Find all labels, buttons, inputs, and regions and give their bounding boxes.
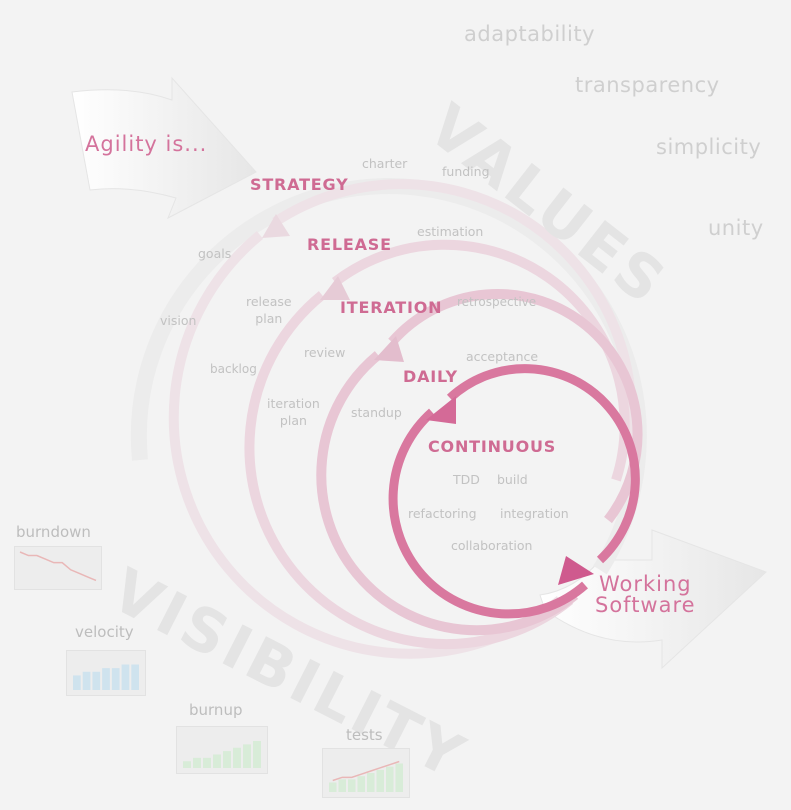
spark-bar [183, 761, 191, 768]
outcome-line1: Working [598, 572, 692, 596]
phase-iteration: ITERATION [340, 298, 443, 317]
metric-burnup-label: burnup [189, 701, 243, 719]
daily-arrowhead [426, 396, 456, 424]
sparkline-frame [14, 546, 102, 590]
intro-text: Agility is... [85, 132, 208, 156]
activity-iteration-plan-line2: plan [279, 413, 307, 428]
phase-strategy: STRATEGY [250, 175, 349, 194]
activity-funding: funding [442, 164, 490, 179]
activity-acceptance: acceptance [466, 349, 539, 364]
burnup-sparkline [176, 726, 268, 774]
metric-burndown-label: burndown [16, 523, 91, 541]
phase-daily: DAILY [403, 367, 458, 386]
spark-bar [102, 668, 110, 690]
activity-estimation: estimation [417, 224, 484, 239]
strategy-arrowhead [262, 214, 290, 238]
spark-bar [121, 664, 130, 690]
velocity-sparkline [66, 650, 146, 696]
activity-build: build [497, 472, 528, 487]
activity-tdd: TDD [453, 472, 480, 487]
spark-bar [203, 757, 211, 768]
sparkline-frame [176, 726, 268, 774]
activity-iteration-plan-line1: iteration [267, 396, 320, 411]
spark-bar [386, 766, 394, 792]
spark-bar [223, 751, 231, 768]
activity-charter: charter [362, 156, 408, 171]
spark-bar [233, 747, 241, 768]
activity-backlog: backlog [210, 362, 257, 376]
spark-bar [73, 675, 81, 690]
activity-retrospective: retrospective [457, 295, 537, 309]
strategy-ring [168, 231, 564, 659]
release-arrowhead [320, 276, 350, 300]
outcome-working-software: Working Software [595, 574, 696, 616]
spark-bar [357, 776, 365, 792]
spark-bar [253, 741, 261, 768]
strategy-ring-top [272, 179, 637, 441]
iteration-ring [316, 351, 579, 636]
value-adaptability: adaptability [464, 22, 595, 46]
metric-velocity-label: velocity [75, 623, 134, 641]
activity-integration: integration [500, 506, 569, 521]
metric-tests-label: tests [346, 726, 383, 744]
activity-standup: standup [351, 405, 402, 420]
output-arrowhead [558, 556, 594, 585]
activity-release-plan-line2: plan [255, 311, 283, 326]
iteration-arrowhead [374, 336, 404, 362]
burndown-sparkline [14, 546, 102, 590]
intake-arrow [71, 76, 257, 220]
value-simplicity: simplicity [656, 135, 762, 159]
activity-release-plan: release plan [246, 293, 292, 327]
activity-vision: vision [160, 313, 197, 328]
spark-bar [193, 757, 201, 768]
release-ring [244, 291, 574, 649]
spark-bar [131, 664, 139, 690]
spark-bar [92, 671, 101, 690]
spark-line [19, 551, 97, 582]
value-unity: unity [708, 216, 764, 240]
spark-bar [395, 763, 403, 792]
spark-bar [348, 779, 356, 792]
activity-iteration-plan: iteration plan [267, 395, 320, 429]
phase-continuous: CONTINUOUS [428, 437, 557, 456]
activity-review: review [304, 345, 346, 360]
release-ring-top [331, 239, 630, 482]
spark-bar [213, 754, 221, 768]
spark-bar [367, 773, 375, 792]
phase-release: RELEASE [307, 235, 392, 254]
daily-ring-top [446, 364, 640, 564]
daily-ring [388, 408, 588, 619]
value-transparency: transparency [575, 73, 720, 97]
tests-sparkline [322, 748, 410, 798]
spark-bar [243, 744, 251, 768]
spark-bar [376, 769, 384, 792]
activity-goals: goals [198, 246, 232, 261]
activity-refactoring: refactoring [408, 506, 477, 521]
activity-collaboration: collaboration [451, 538, 533, 553]
spark-bar [329, 782, 337, 792]
outcome-line2: Software [595, 593, 696, 617]
spark-bar [338, 779, 346, 792]
activity-release-plan-line1: release [246, 294, 292, 309]
spark-trend-line [332, 760, 400, 782]
spark-bar [82, 671, 91, 690]
spark-bar [111, 668, 120, 690]
